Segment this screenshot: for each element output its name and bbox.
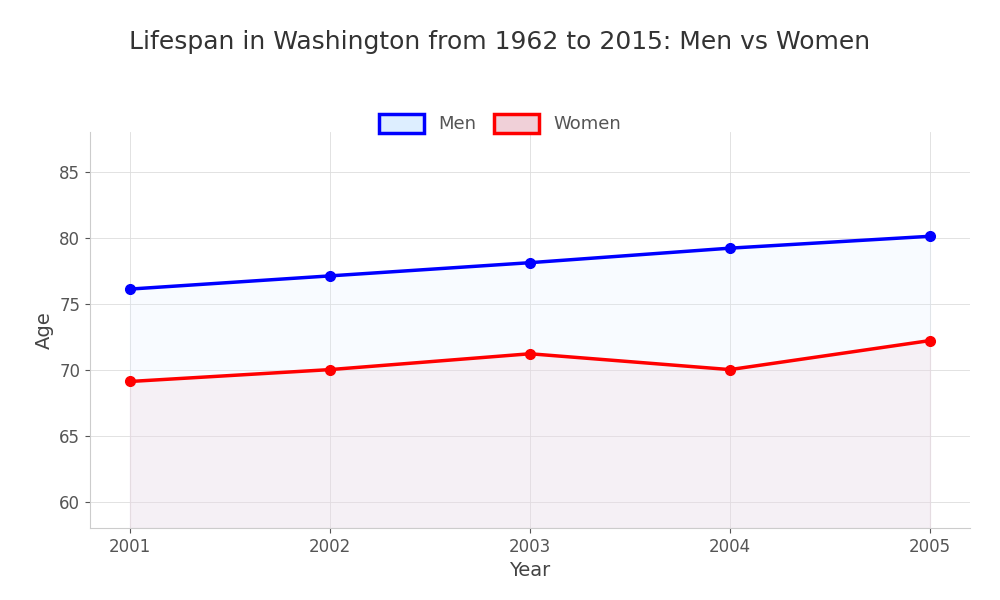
Text: Lifespan in Washington from 1962 to 2015: Men vs Women: Lifespan in Washington from 1962 to 2015… xyxy=(129,30,871,54)
X-axis label: Year: Year xyxy=(509,561,551,580)
Legend: Men, Women: Men, Women xyxy=(369,105,631,142)
Y-axis label: Age: Age xyxy=(35,311,54,349)
